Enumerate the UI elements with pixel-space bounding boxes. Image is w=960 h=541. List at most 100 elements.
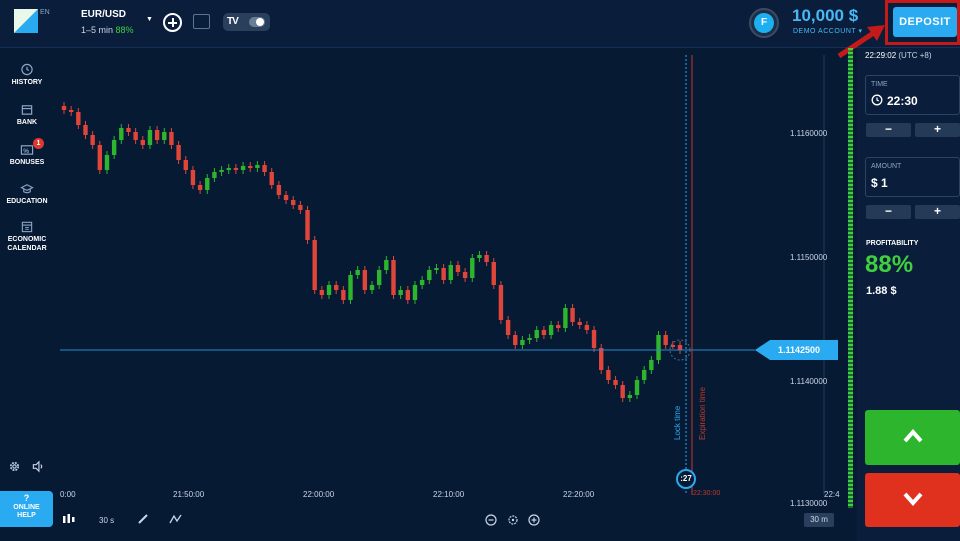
- candle-body: [649, 360, 654, 370]
- candle-body: [670, 345, 676, 347]
- candle-body: [599, 348, 604, 370]
- candle-body: [641, 370, 647, 380]
- candlestick-type-icon[interactable]: [62, 513, 76, 525]
- candle-body: [534, 330, 539, 338]
- language-label[interactable]: EN: [40, 9, 50, 16]
- candle-body: [541, 330, 547, 335]
- time-value: 22:30: [887, 94, 918, 108]
- time-tick: 22:10:00: [433, 490, 465, 499]
- asset-subtitle[interactable]: 1–5 min 88%: [81, 25, 134, 35]
- candle-body: [61, 106, 67, 110]
- candle-body: [434, 268, 439, 270]
- lock-time-label: Lock time: [673, 405, 682, 440]
- clock-timezone: (UTC +8): [898, 51, 932, 60]
- candle-body: [556, 325, 561, 328]
- candle-body: [226, 168, 231, 170]
- candle-body: [620, 385, 625, 398]
- zoom-in-icon[interactable]: [528, 514, 540, 526]
- online-help-button[interactable]: ? ONLINE HELP: [0, 491, 53, 527]
- candle-body: [419, 280, 425, 285]
- sidebar-item-history[interactable]: HISTORY: [0, 63, 54, 87]
- sidebar-item-label: HISTORY: [11, 79, 43, 86]
- sidebar-item-education[interactable]: EDUCATION: [0, 182, 54, 206]
- candle-body: [262, 165, 267, 172]
- time-tick: 22:20:00: [563, 490, 595, 499]
- candle-body: [498, 285, 504, 320]
- lower-button[interactable]: [865, 473, 960, 527]
- zoom-out-icon[interactable]: [485, 514, 497, 526]
- drawing-pencil-icon[interactable]: [137, 513, 149, 525]
- account-type[interactable]: DEMO ACCOUNT ▾: [793, 28, 863, 35]
- candle-body: [462, 272, 468, 278]
- price-tick: 1.1130000: [790, 499, 828, 508]
- candle-body: [548, 325, 554, 335]
- deposit-button[interactable]: DEPOSIT: [893, 7, 957, 37]
- chevron-up-icon: [903, 428, 923, 443]
- asset-payout: 88%: [115, 25, 134, 35]
- candle-body: [412, 285, 418, 300]
- candle-body: [355, 270, 360, 275]
- price-chart[interactable]: [0, 48, 857, 508]
- candle-body: [398, 290, 403, 295]
- sidebar-item-economic-calendar[interactable]: ECONOMIC CALENDAR: [0, 220, 54, 253]
- tradingview-toggle[interactable]: TV: [223, 13, 270, 31]
- graduation-cap-icon: [20, 184, 34, 194]
- candle-body: [119, 128, 124, 140]
- amount-value: $ 1: [871, 176, 888, 190]
- interval-selector[interactable]: 30 s: [99, 516, 115, 525]
- candle-body: [111, 140, 117, 155]
- timeframe-button[interactable]: 30 m: [804, 513, 834, 527]
- profitability-amount: 1.88 $: [866, 285, 897, 297]
- sidebar-item-label: BANK: [16, 119, 38, 126]
- help-label-1: ONLINE: [13, 504, 40, 511]
- candle-body: [90, 135, 95, 145]
- candle-body: [606, 370, 611, 380]
- sidebar-item-label: ECONOMIC: [7, 236, 47, 243]
- price-tick: 1.1160000: [790, 129, 828, 138]
- avatar-letter: F: [754, 13, 774, 33]
- logo[interactable]: [14, 9, 38, 33]
- candle-body: [513, 335, 518, 345]
- indicators-icon[interactable]: [169, 513, 182, 525]
- asset-name[interactable]: EUR/USD: [81, 9, 127, 20]
- candle-body: [634, 380, 640, 395]
- candle-body: [240, 166, 246, 170]
- amount-increase-button[interactable]: +: [915, 205, 960, 219]
- candle-body: [563, 308, 568, 328]
- time-decrease-button[interactable]: −: [866, 123, 911, 137]
- current-price-label: 1.1142500: [778, 345, 821, 355]
- time-label: TIME: [871, 81, 888, 88]
- candle-body: [362, 270, 368, 290]
- sidebar-item-bonuses[interactable]: % BONUSES: [0, 143, 54, 167]
- time-increase-button[interactable]: +: [915, 123, 960, 137]
- candle-body: [405, 290, 411, 300]
- sound-icon[interactable]: [31, 460, 45, 473]
- candle-body: [505, 320, 511, 335]
- bonus-icon: %: [20, 145, 34, 155]
- chart-layout-button[interactable]: [193, 14, 210, 29]
- amount-decrease-button[interactable]: −: [866, 205, 911, 219]
- candle-body: [104, 155, 110, 170]
- account-balance[interactable]: 10,000 $: [792, 6, 859, 25]
- candle-body: [298, 205, 303, 210]
- sidebar-item-bank[interactable]: BANK: [0, 103, 54, 127]
- candle-body: [269, 172, 274, 185]
- candle-body: [176, 145, 181, 160]
- candle-body: [319, 290, 325, 295]
- candle-body: [190, 170, 196, 185]
- candle-body: [219, 170, 224, 172]
- add-chart-button[interactable]: [163, 13, 182, 32]
- time-tick: 21:50:00: [173, 490, 205, 499]
- avatar[interactable]: F: [749, 8, 779, 38]
- reset-zoom-icon[interactable]: [507, 514, 519, 526]
- candle-body: [627, 395, 633, 398]
- settings-gear-icon[interactable]: [8, 460, 21, 473]
- bonus-count-badge: 1: [33, 138, 44, 149]
- asset-dropdown-icon[interactable]: ▼: [146, 16, 153, 23]
- annotation-arrow-icon: [837, 25, 885, 59]
- calendar-icon: [21, 221, 33, 233]
- entry-point-marker: [669, 339, 691, 361]
- higher-button[interactable]: [865, 410, 960, 465]
- help-question-icon: ?: [23, 493, 30, 503]
- candle-body: [291, 200, 296, 205]
